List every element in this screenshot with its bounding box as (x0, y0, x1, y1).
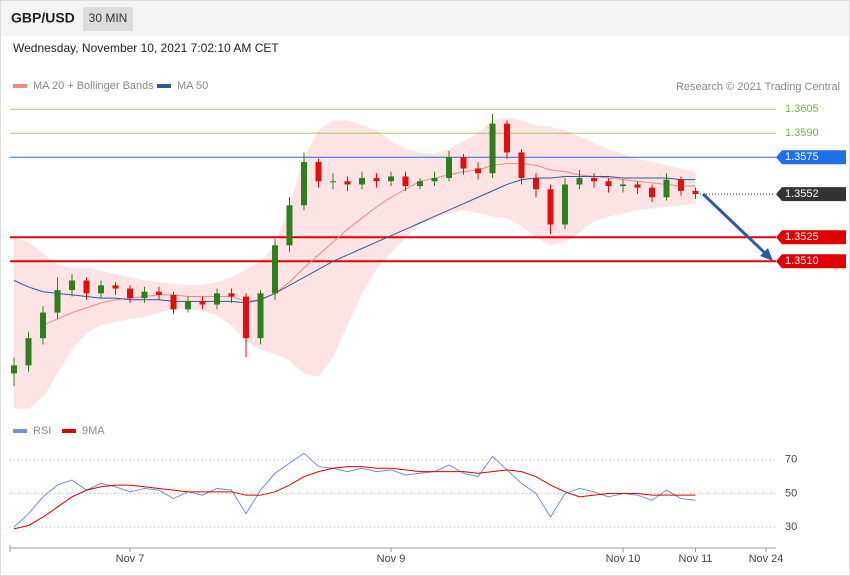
candle-body (533, 178, 539, 190)
candle-body (576, 178, 583, 185)
x-tick-label: Nov 10 (606, 553, 641, 565)
legend-swatch (62, 429, 76, 433)
candle-body (475, 168, 481, 174)
arrow-head (760, 248, 773, 261)
candle-body (214, 293, 220, 305)
level-label: 1.3510 (785, 255, 819, 267)
candle-body (373, 178, 380, 182)
level-label: 1.3605 (785, 103, 819, 115)
y-tick-label: 30 (785, 521, 797, 533)
candle-body (518, 152, 525, 179)
candle-body (83, 280, 90, 294)
candle-body (692, 190, 699, 195)
candle-body (315, 162, 322, 182)
arrow (701, 192, 770, 258)
moving-average (13, 175, 696, 304)
plot: 1.3605 1.3590 1.3575 1.3552 1.3525 1.3510 MA 2… (10, 80, 846, 565)
candle-body (489, 123, 496, 174)
candle-body (185, 301, 191, 310)
legend-swatch (13, 84, 27, 88)
legend-swatch (157, 84, 171, 88)
candle-body (301, 162, 307, 206)
candle-body (634, 184, 641, 188)
candle-body (54, 290, 61, 313)
timeframe: 30 MIN (89, 11, 128, 25)
legend-label: RSI (33, 425, 51, 437)
candle-body (156, 291, 162, 295)
y-tick-label: 70 (785, 454, 797, 466)
level-label: 1.3525 (785, 231, 819, 243)
datetime: Wednesday, November 10, 2021 7:02:10 AM … (13, 41, 279, 55)
candle-body (562, 184, 568, 225)
candle-body (98, 285, 104, 294)
level-tag (776, 230, 846, 245)
bollinger-band (14, 117, 696, 409)
candle-body (170, 294, 177, 310)
rsi-line (13, 466, 696, 530)
level-tag (776, 150, 846, 165)
candle-body (402, 176, 409, 187)
legend-label: MA 20 + Bollinger Bands (33, 80, 154, 92)
candle-body (141, 291, 148, 299)
symbol: GBP/USD (11, 10, 75, 26)
candle-body (243, 296, 249, 339)
candle-body (460, 157, 467, 169)
candle-body (620, 184, 626, 187)
candle-body (678, 179, 684, 191)
candle-body (127, 288, 133, 299)
candle-body (591, 178, 597, 182)
credit: Research © 2021 Trading Central (676, 81, 840, 93)
x-tick-label: Nov 24 (749, 553, 784, 565)
candle-body (431, 178, 438, 182)
candle-body (417, 181, 423, 187)
candle-body (40, 312, 46, 339)
candle-body (330, 181, 336, 183)
candle-body (286, 205, 293, 246)
level-tag (776, 254, 846, 269)
candle-body (547, 189, 554, 225)
x-tick-label: Nov 11 (678, 553, 712, 565)
candle-body (605, 181, 612, 187)
candle-body (199, 301, 206, 305)
y-tick-label: 50 (785, 487, 797, 499)
candle-body (359, 178, 365, 185)
timeframe-box (83, 7, 133, 31)
level-label: 1.3552 (785, 188, 819, 200)
candle-body (344, 181, 351, 185)
candle-body (257, 293, 264, 339)
candle-body (663, 179, 670, 198)
x-tick-label: Nov 9 (377, 553, 406, 565)
legend-swatch (13, 429, 27, 433)
level-tag (776, 187, 846, 202)
candle-body (11, 365, 17, 374)
moving-average (42, 163, 696, 326)
legend-label: 9MA (82, 425, 105, 437)
rsi-line (13, 452, 696, 528)
candle-body (272, 245, 278, 294)
candle-body (228, 293, 235, 297)
candle-body (446, 157, 452, 179)
candle-body (504, 123, 510, 153)
candle-body (649, 187, 655, 198)
candle-body (25, 338, 32, 366)
x-tick-label: Nov 7 (116, 553, 145, 565)
candle-body (112, 285, 119, 289)
legend-label: MA 50 (177, 80, 208, 92)
candle-body (388, 176, 394, 182)
candle-body (69, 280, 75, 291)
level-label: 1.3590 (785, 127, 819, 139)
level-label: 1.3575 (785, 151, 819, 163)
header-bar (1, 1, 849, 36)
